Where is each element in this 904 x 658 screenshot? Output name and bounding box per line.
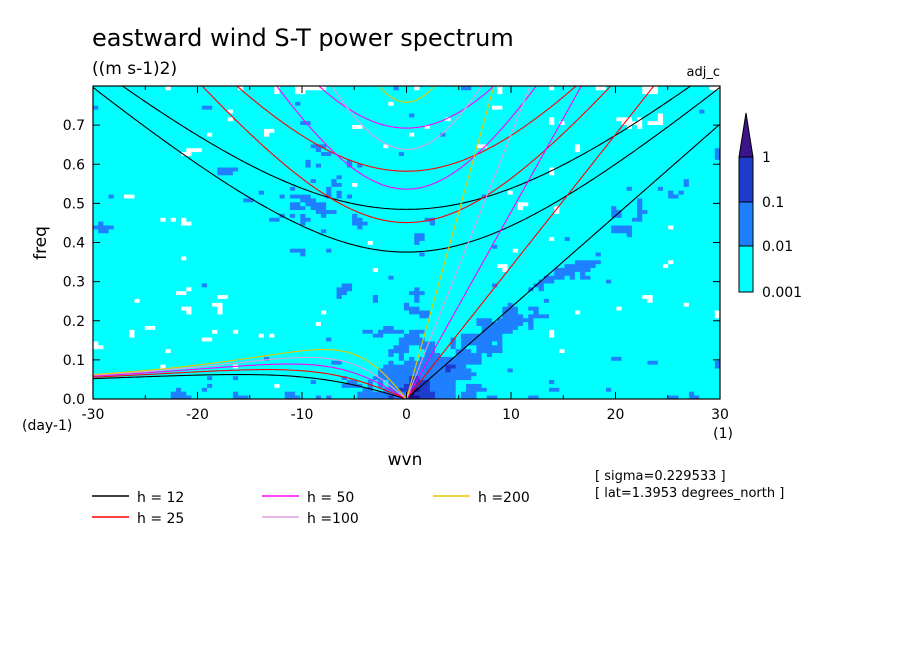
- legend-label: h = 12: [137, 490, 184, 506]
- annotation-lat: [ lat=1.3953 degrees_north ]: [595, 486, 784, 501]
- colorbar-label: 0.1: [762, 195, 784, 211]
- colorbar-band: [739, 246, 753, 292]
- legend-label: h =200: [478, 490, 530, 506]
- spectrum-heatmap: [93, 86, 720, 399]
- y-axis-label: freq: [31, 226, 51, 260]
- y-tick-label: 0.1: [63, 353, 85, 369]
- colorbar-band: [739, 202, 753, 246]
- annotation-sigma: [ sigma=0.229533 ]: [595, 469, 726, 484]
- x-tick-label: 0: [402, 407, 411, 423]
- x-tick-label: -20: [186, 407, 209, 423]
- colorbar: 1 0.1 0.01 0.001: [739, 113, 802, 301]
- legend-label: h =100: [307, 511, 359, 527]
- chart-units: ((m s-1)2): [92, 59, 177, 79]
- colorbar-label: 0.001: [762, 285, 802, 301]
- x-tick-label: -30: [82, 407, 105, 423]
- ig2-curve-h100: [370, 64, 443, 77]
- legend: h = 12 h = 25 h = 50 h =100 h =200: [92, 490, 530, 527]
- y-tick-label: 0.0: [63, 392, 85, 408]
- y-tick-label: 0.5: [63, 196, 85, 212]
- colorbar-band: [739, 157, 753, 202]
- colorbar-label: 1: [762, 150, 771, 166]
- y-tick-label: 0.4: [63, 236, 85, 252]
- colorbar-overflow-triangle: [739, 113, 753, 157]
- colorbar-label: 0.01: [762, 239, 793, 255]
- legend-label: h = 25: [137, 511, 184, 527]
- legend-label: h = 50: [307, 490, 354, 506]
- x-unit: (1): [713, 426, 733, 442]
- y-tick-label: 0.7: [63, 118, 85, 134]
- x-axis-label: wvn: [388, 450, 423, 470]
- x-tick-label: 10: [502, 407, 520, 423]
- chart-title: eastward wind S-T power spectrum: [92, 24, 514, 52]
- chart-tag: adj_c: [687, 65, 720, 80]
- x-tick-label: 20: [607, 407, 625, 423]
- y-unit: (day-1): [22, 418, 72, 434]
- y-tick-label: 0.2: [63, 314, 85, 330]
- x-tick-label: -10: [291, 407, 314, 423]
- y-tick-label: 0.3: [63, 275, 85, 291]
- y-tick-label: 0.6: [63, 157, 85, 173]
- x-tick-label: 30: [711, 407, 729, 423]
